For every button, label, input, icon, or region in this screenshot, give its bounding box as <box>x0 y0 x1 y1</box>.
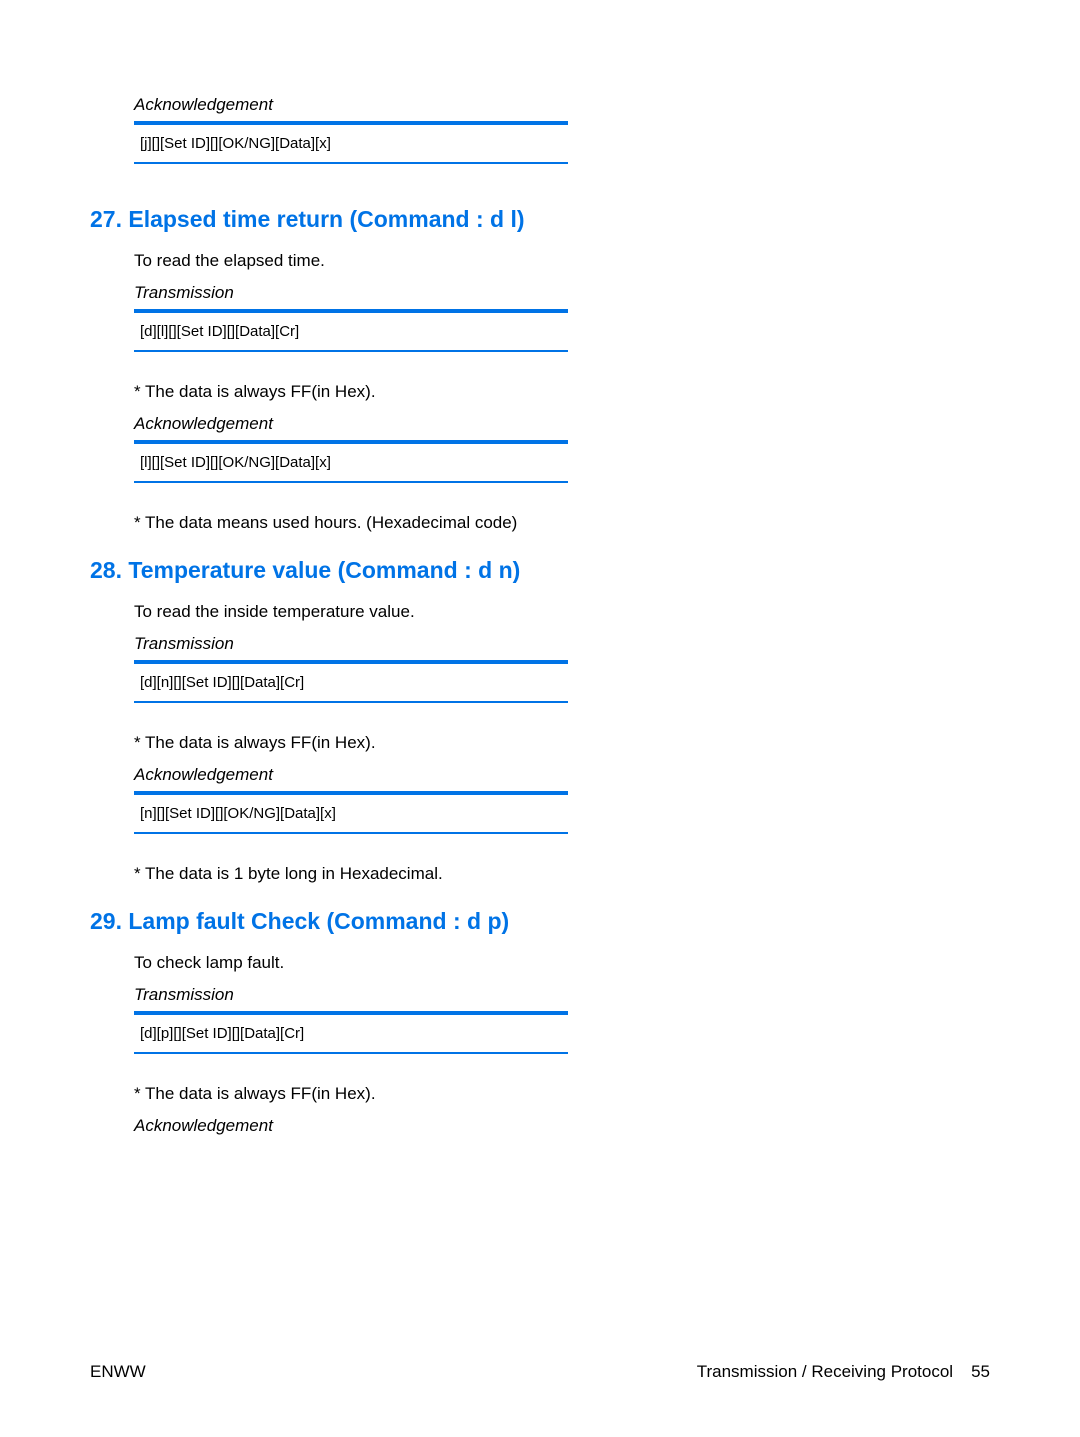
section-27-description: To read the elapsed time. <box>134 251 990 271</box>
section-28-note2: * The data is 1 byte long in Hexadecimal… <box>134 864 990 884</box>
section-27-heading: 27. Elapsed time return (Command : d l) <box>90 206 990 233</box>
page-number: 55 <box>971 1362 990 1382</box>
transmission-code: [d][n][][Set ID][][Data][Cr] <box>134 660 568 703</box>
transmission-code: [d][l][][Set ID][][Data][Cr] <box>134 309 568 352</box>
section-29-heading: 29. Lamp fault Check (Command : d p) <box>90 908 990 935</box>
transmission-code: [d][p][][Set ID][][Data][Cr] <box>134 1011 568 1054</box>
section-27-note1: * The data is always FF(in Hex). <box>134 382 990 402</box>
acknowledgement-code: [n][][Set ID][][OK/NG][Data][x] <box>134 791 568 834</box>
acknowledgement-label: Acknowledgement <box>134 1116 990 1136</box>
footer-left: ENWW <box>90 1362 146 1382</box>
page-content: Acknowledgement [j][][Set ID][][OK/NG][D… <box>90 95 990 1136</box>
section-29-description: To check lamp fault. <box>134 953 990 973</box>
section-28-note1: * The data is always FF(in Hex). <box>134 733 990 753</box>
section-29-note1: * The data is always FF(in Hex). <box>134 1084 990 1104</box>
acknowledgement-label: Acknowledgement <box>134 765 990 785</box>
page-footer: ENWW Transmission / Receiving Protocol 5… <box>90 1362 990 1382</box>
footer-right: Transmission / Receiving Protocol 55 <box>697 1362 990 1382</box>
acknowledgement-label: Acknowledgement <box>134 414 990 434</box>
acknowledgement-label: Acknowledgement <box>134 95 990 115</box>
section-29-body: To check lamp fault. Transmission [d][p]… <box>90 953 990 1136</box>
section-28-heading: 28. Temperature value (Command : d n) <box>90 557 990 584</box>
section-28-description: To read the inside temperature value. <box>134 602 990 622</box>
acknowledgement-code: [j][][Set ID][][OK/NG][Data][x] <box>134 121 568 164</box>
section-27-note2: * The data means used hours. (Hexadecima… <box>134 513 990 533</box>
section-28-body: To read the inside temperature value. Tr… <box>90 602 990 884</box>
section-27-body: To read the elapsed time. Transmission [… <box>90 251 990 533</box>
transmission-label: Transmission <box>134 283 990 303</box>
top-block: Acknowledgement [j][][Set ID][][OK/NG][D… <box>90 95 990 164</box>
acknowledgement-code: [l][][Set ID][][OK/NG][Data][x] <box>134 440 568 483</box>
transmission-label: Transmission <box>134 985 990 1005</box>
transmission-label: Transmission <box>134 634 990 654</box>
footer-section-title: Transmission / Receiving Protocol <box>697 1362 953 1382</box>
